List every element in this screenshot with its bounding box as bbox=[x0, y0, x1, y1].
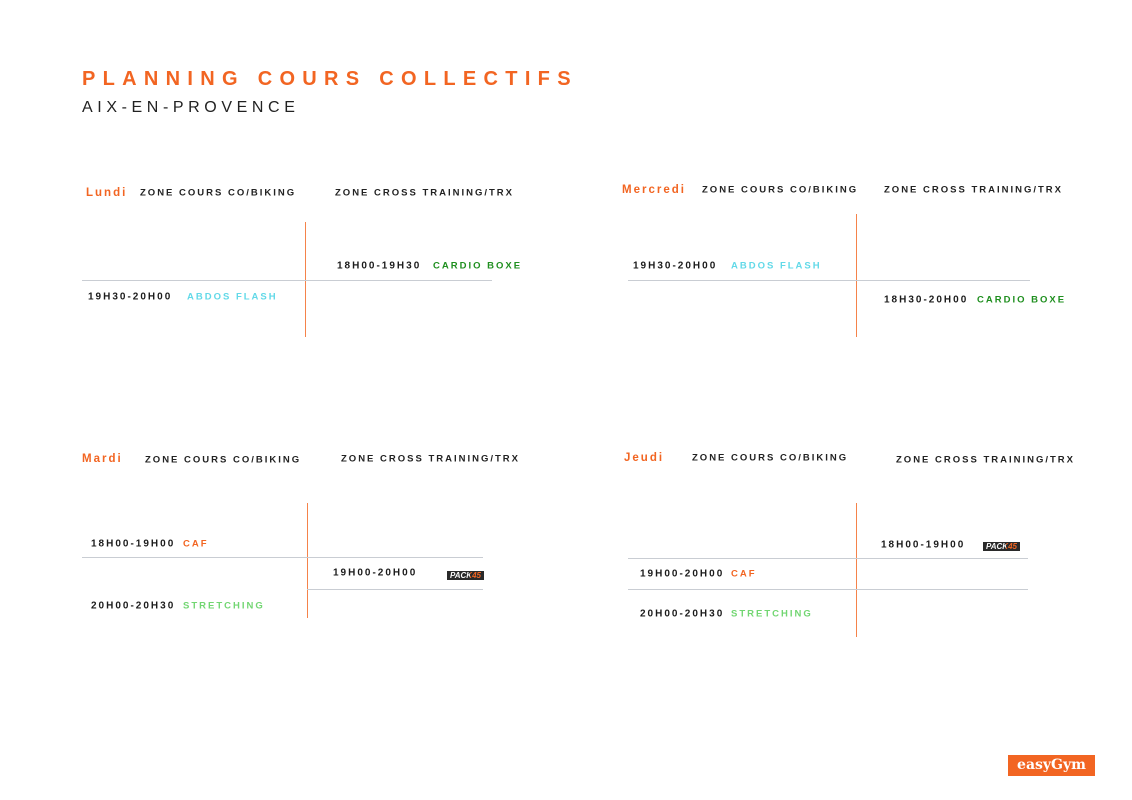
session-time: 19H30-20H00 bbox=[633, 260, 718, 272]
session-time: 18H00-19H30 bbox=[337, 260, 422, 272]
session-time: 19H30-20H00 bbox=[88, 291, 173, 303]
zone-biking-header: ZONE COURS CO/BIKING bbox=[140, 187, 297, 199]
session-name: CAF bbox=[183, 538, 209, 550]
session-name: PACK45 bbox=[986, 542, 1017, 551]
easygym-logo: easyGym bbox=[1008, 755, 1095, 776]
divider bbox=[628, 589, 1028, 590]
session-name: STRETCHING bbox=[183, 600, 265, 612]
session-time: 20H00-20H30 bbox=[640, 608, 725, 620]
divider bbox=[307, 503, 308, 618]
day-mardi: Mardi bbox=[82, 453, 123, 465]
day-jeudi: Jeudi bbox=[624, 452, 665, 464]
divider bbox=[628, 280, 1030, 281]
divider bbox=[856, 214, 857, 337]
session-time: 18H00-19H00 bbox=[91, 538, 176, 550]
divider bbox=[307, 589, 483, 590]
pack45-logo: PACK45 bbox=[983, 542, 1020, 551]
divider bbox=[82, 280, 492, 281]
session-name: CARDIO BOXE bbox=[433, 260, 523, 272]
page-title: PLANNING COURS COLLECTIFS bbox=[82, 68, 578, 90]
zone-cross-header: ZONE CROSS TRAINING/TRX bbox=[896, 454, 1076, 466]
zone-biking-header: ZONE COURS CO/BIKING bbox=[692, 452, 849, 464]
session-name: CARDIO BOXE bbox=[977, 294, 1067, 306]
session-time: 19H00-20H00 bbox=[333, 567, 418, 579]
session-time: 18H00-19H00 bbox=[881, 539, 966, 551]
pack45-logo: PACK45 bbox=[447, 571, 484, 580]
session-name: CAF bbox=[731, 568, 757, 580]
divider bbox=[305, 222, 306, 337]
day-mercredi: Mercredi bbox=[622, 184, 686, 196]
session-time: 19H00-20H00 bbox=[640, 568, 725, 580]
divider bbox=[856, 503, 857, 637]
zone-biking-header: ZONE COURS CO/BIKING bbox=[702, 184, 859, 196]
session-time: 20H00-20H30 bbox=[91, 600, 176, 612]
divider bbox=[628, 558, 1028, 559]
divider bbox=[82, 557, 483, 558]
day-lundi: Lundi bbox=[86, 187, 128, 199]
session-name: STRETCHING bbox=[731, 608, 813, 620]
session-name: PACK45 bbox=[450, 571, 481, 580]
zone-cross-header: ZONE CROSS TRAINING/TRX bbox=[335, 187, 515, 199]
zone-cross-header: ZONE CROSS TRAINING/TRX bbox=[341, 453, 521, 465]
session-time: 18H30-20H00 bbox=[884, 294, 969, 306]
page-subtitle: AIX-EN-PROVENCE bbox=[82, 99, 300, 116]
zone-biking-header: ZONE COURS CO/BIKING bbox=[145, 454, 302, 466]
session-name: ABDOS FLASH bbox=[731, 260, 822, 272]
session-name: ABDOS FLASH bbox=[187, 291, 278, 303]
zone-cross-header: ZONE CROSS TRAINING/TRX bbox=[884, 184, 1064, 196]
